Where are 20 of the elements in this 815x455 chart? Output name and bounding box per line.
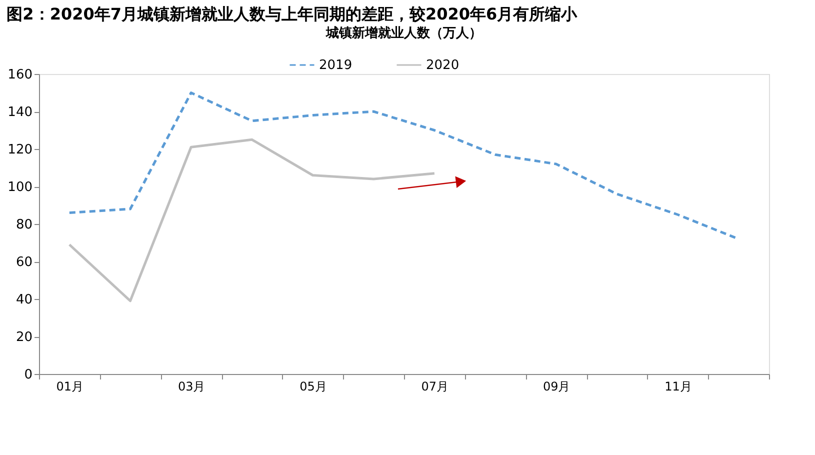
line-series bbox=[68, 138, 436, 302]
y-tick-label: 40 bbox=[16, 292, 32, 308]
x-tick-label: 09月 bbox=[542, 380, 570, 394]
chart-subtitle: 城镇新增就业人数（万人） bbox=[325, 25, 482, 41]
legend-label: 2020 bbox=[426, 58, 460, 73]
y-tick-label: 160 bbox=[8, 68, 32, 82]
y-tick-label: 120 bbox=[8, 142, 32, 158]
y-tick-label: 60 bbox=[16, 255, 32, 270]
y-tick-label: 100 bbox=[8, 180, 32, 195]
y-tick-label: 140 bbox=[8, 105, 32, 120]
x-tick-label: 01月 bbox=[56, 380, 84, 394]
y-tick-label: 80 bbox=[16, 218, 32, 232]
x-tick-label: 11月 bbox=[664, 380, 692, 394]
x-tick-label: 03月 bbox=[178, 380, 206, 394]
chart-title: 图2：2020年7月城镇新增就业人数与上年同期的差距，较2020年6月有所缩小 bbox=[6, 4, 578, 24]
x-tick-label: 05月 bbox=[300, 380, 327, 394]
x-tick-label: 07月 bbox=[421, 380, 449, 394]
y-tick-label: 20 bbox=[16, 330, 32, 345]
legend-label: 2019 bbox=[319, 58, 352, 73]
y-tick-label: 0 bbox=[24, 368, 32, 382]
